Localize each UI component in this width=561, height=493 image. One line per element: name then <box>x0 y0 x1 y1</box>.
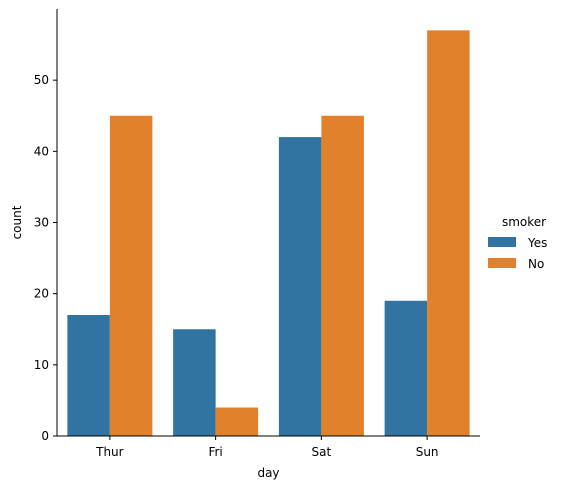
bar-yes-thur <box>67 315 110 436</box>
bar-no-sat <box>321 115 364 436</box>
bar-no-fri <box>215 407 259 436</box>
y-tick-label: 20 <box>34 287 49 301</box>
bar-yes-fri <box>173 329 216 436</box>
legend-label-no: No <box>528 257 544 271</box>
x-tick-label: Fri <box>208 445 222 459</box>
legend-label-yes: Yes <box>527 236 547 250</box>
legend-swatch-yes <box>488 237 516 247</box>
bar-yes-sat <box>278 137 322 436</box>
x-tick-label: Sun <box>416 445 439 459</box>
bar-no-sun <box>427 30 470 436</box>
x-ticks: Thur Fri Sat Sun <box>95 436 439 459</box>
x-tick-label: Thur <box>95 445 124 459</box>
legend-title: smoker <box>502 215 546 229</box>
legend-items: Yes No <box>488 236 547 271</box>
y-ticks: 0 10 20 30 40 50 <box>34 73 57 443</box>
y-tick-label: 50 <box>34 73 49 87</box>
bar-no-thur <box>109 115 153 436</box>
y-tick-label: 30 <box>34 216 49 230</box>
bar-yes-sun <box>384 300 428 436</box>
x-tick-label: Sat <box>312 445 332 459</box>
x-axis-title: day <box>257 466 279 480</box>
y-tick-label: 40 <box>34 144 49 158</box>
y-tick-label: 10 <box>34 358 49 372</box>
y-axis-title: count <box>10 205 24 239</box>
y-tick-label: 0 <box>41 429 49 443</box>
legend-swatch-no <box>488 258 516 268</box>
bars-layer <box>67 30 470 436</box>
legend: smoker Yes No <box>488 215 547 271</box>
